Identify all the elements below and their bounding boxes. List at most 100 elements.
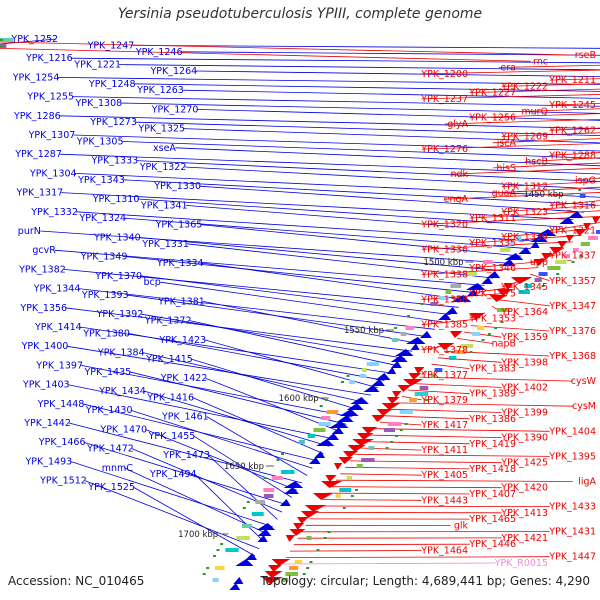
category-bar <box>516 236 522 240</box>
gene-label-plus: era <box>500 63 516 74</box>
minus-strand-gene <box>518 247 532 254</box>
gene-label-plus: YPK_1389 <box>468 389 516 400</box>
gene-callout-plus <box>396 402 573 407</box>
gc-dot <box>571 261 575 263</box>
gc-dot <box>350 495 354 497</box>
plus-strand-gene <box>574 229 587 236</box>
gene-label-plus: YPK_1364 <box>500 307 548 318</box>
category-bar <box>356 464 363 468</box>
gene-label-minus: YPK_1248 <box>88 79 136 90</box>
gene-callout-minus <box>189 320 399 367</box>
category-bar <box>400 332 407 336</box>
category-bar <box>321 416 331 420</box>
minus-strand-gene <box>410 343 420 350</box>
gene-label-minus: YPK_1330 <box>153 181 201 192</box>
minus-strand-gene <box>283 487 299 494</box>
gene-label-minus: YPK_1287 <box>14 149 62 160</box>
right-gene-labels: rseBrnceraYPK_1200YPK_1211YPK_1222YPK_12… <box>420 50 596 569</box>
gc-dot <box>309 561 313 563</box>
gene-callout-minus <box>199 185 585 213</box>
plus-strand-gene <box>397 385 412 392</box>
plus-strand-gene <box>371 415 386 422</box>
gc-dot <box>541 285 545 287</box>
gene-callout-plus <box>385 415 470 420</box>
gene-label-minus: YPK_1365 <box>155 220 203 231</box>
gc-dot <box>420 303 424 305</box>
category-bar <box>460 344 474 348</box>
category-bar <box>215 566 225 570</box>
gene-label-minus: YPK_1304 <box>29 168 77 179</box>
gene-label-plus: YPK_1346 <box>468 263 516 274</box>
gene-callout-plus <box>282 562 496 565</box>
gene-callout-plus <box>364 441 470 445</box>
gene-callout-plus <box>524 157 600 162</box>
gene-callout-plus <box>421 69 600 75</box>
minus-strand-gene <box>350 397 369 404</box>
category-bar <box>242 524 252 528</box>
gene-label-plus: ndk <box>450 169 468 180</box>
minus-strand-gene <box>257 535 268 542</box>
gene-callout-plus <box>549 152 600 156</box>
gene-label-minus: YPK_1473 <box>162 450 210 461</box>
gene-callout-minus <box>205 377 341 433</box>
category-bar <box>339 488 352 492</box>
gene-label-plus: YPK_1276 <box>420 144 468 155</box>
minus-strand-gene <box>328 421 349 428</box>
category-bar <box>405 326 414 330</box>
minus-strand-gene <box>309 457 321 464</box>
plus-strand-gene <box>402 379 424 386</box>
gene-callout-minus <box>84 480 260 550</box>
gene-label-minus: YPK_1430 <box>85 405 133 416</box>
minus-strand-gene <box>438 313 452 320</box>
category-bar <box>409 398 417 402</box>
gene-callout-plus <box>549 127 600 131</box>
gene-label-plus: YPK_1256 <box>468 113 516 124</box>
gene-label-minus: YPK_1273 <box>89 117 137 128</box>
gene-label-plus: YPK_1378 <box>420 345 468 356</box>
gene-label-minus: bcp <box>144 277 161 288</box>
gene-label-minus: YPK_1416 <box>146 392 194 403</box>
gene-label-minus: YPK_1392 <box>96 309 144 320</box>
gene-label-plus: guaA <box>492 188 517 199</box>
category-bar <box>0 38 13 42</box>
gene-callout-minus <box>63 269 459 308</box>
category-bar <box>349 380 355 384</box>
minus-strand-gene <box>386 367 397 374</box>
gene-label-plus: rnc <box>533 56 548 67</box>
gene-label-minus: YPK_1472 <box>86 444 134 455</box>
gene-callout-plus <box>457 338 493 344</box>
gene-callout-plus <box>501 132 600 137</box>
gene-callout-plus <box>437 357 502 363</box>
gene-label-minus: YPK_1221 <box>73 60 121 71</box>
minus-strand-gene <box>419 331 432 338</box>
gene-callout-plus <box>469 210 600 219</box>
category-bar <box>212 578 219 582</box>
gene-callout-plus <box>431 363 470 369</box>
minus-strand-gene <box>257 529 272 536</box>
minus-strand-gene <box>235 559 254 566</box>
gene-callout-plus <box>0 41 573 56</box>
minus-strand-gene <box>530 235 548 242</box>
plus-strand-gene <box>392 391 402 398</box>
gene-label-minus: YPK_1322 <box>139 162 187 173</box>
plus-strand-gene <box>338 457 354 464</box>
category-bar <box>362 368 368 372</box>
plus-strand-gene <box>469 313 485 320</box>
minus-strand-gene <box>530 241 540 248</box>
gene-callout-minus <box>185 205 552 235</box>
category-bar <box>434 368 443 372</box>
category-bar <box>251 512 264 516</box>
gene-callout-minus <box>194 473 264 542</box>
plus-strand-gene <box>271 559 291 566</box>
gene-callout-minus <box>0 38 57 45</box>
gene-label-plus: YPK_1433 <box>548 502 596 513</box>
category-bar <box>359 374 367 378</box>
category-bar <box>346 476 352 480</box>
gene-callout-minus <box>121 141 600 159</box>
gene-label-plus: YPK_1339 <box>500 232 548 243</box>
gc-dot <box>327 531 331 533</box>
category-bar <box>547 266 561 270</box>
gene-label-plus: YPK_1227 <box>468 88 516 99</box>
gene-callout-minus <box>195 70 600 78</box>
gene-callout-minus <box>83 441 288 506</box>
